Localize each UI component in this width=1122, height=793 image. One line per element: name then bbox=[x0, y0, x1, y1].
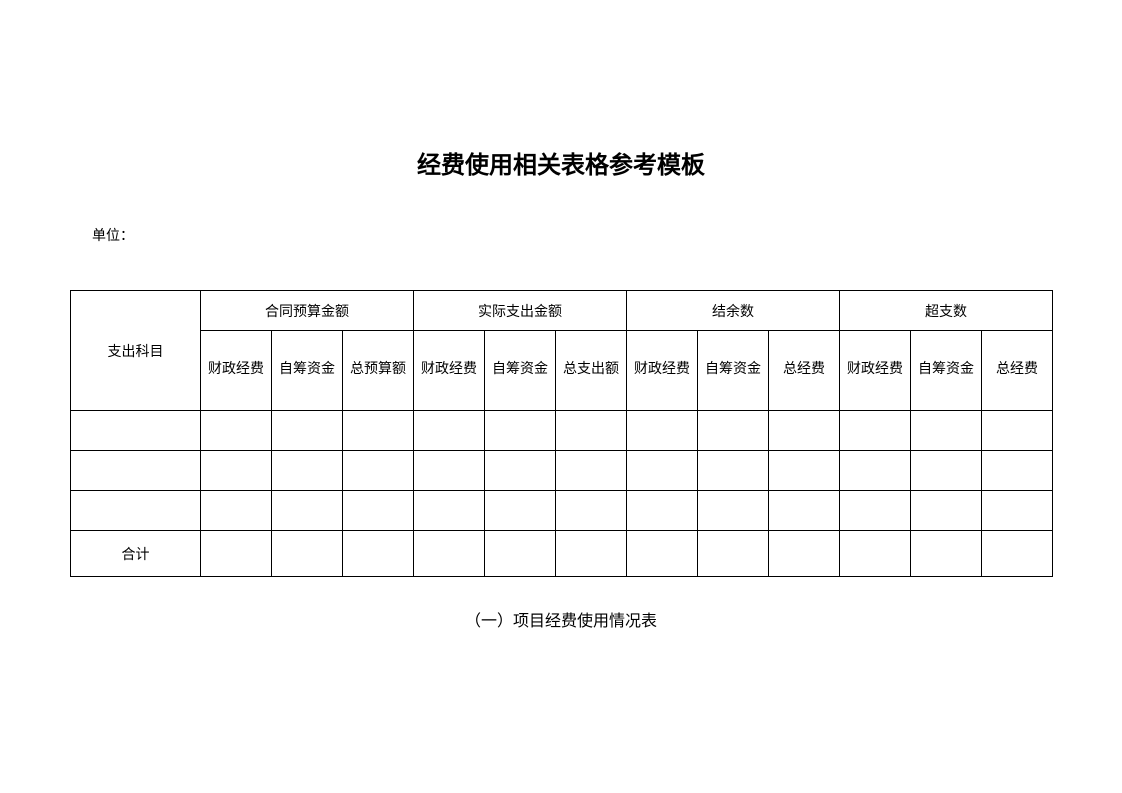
cell bbox=[840, 411, 911, 451]
table-container: 支出科目 合同预算金额 实际支出金额 结余数 超支数 财政经费 自筹资金 总预算… bbox=[70, 290, 1053, 577]
cell bbox=[840, 451, 911, 491]
sub-header: 自筹资金 bbox=[911, 331, 982, 411]
cell bbox=[556, 451, 627, 491]
cell bbox=[911, 411, 982, 451]
sub-header: 自筹资金 bbox=[272, 331, 343, 411]
sub-header: 自筹资金 bbox=[698, 331, 769, 411]
cell bbox=[698, 491, 769, 531]
cell bbox=[556, 411, 627, 451]
group-header-2: 结余数 bbox=[627, 291, 840, 331]
cell bbox=[272, 411, 343, 451]
cell bbox=[911, 451, 982, 491]
cell bbox=[71, 491, 201, 531]
cell bbox=[698, 531, 769, 577]
group-header-1: 实际支出金额 bbox=[414, 291, 627, 331]
total-label-cell: 合计 bbox=[71, 531, 201, 577]
unit-label: 单位： bbox=[92, 225, 134, 245]
sub-header: 财政经费 bbox=[840, 331, 911, 411]
cell bbox=[911, 531, 982, 577]
data-row bbox=[71, 451, 1053, 491]
sub-header: 财政经费 bbox=[627, 331, 698, 411]
cell bbox=[627, 491, 698, 531]
sub-header: 总预算额 bbox=[343, 331, 414, 411]
cell bbox=[698, 411, 769, 451]
sub-header: 自筹资金 bbox=[485, 331, 556, 411]
cell bbox=[769, 491, 840, 531]
cell bbox=[485, 491, 556, 531]
header-group-row: 支出科目 合同预算金额 实际支出金额 结余数 超支数 bbox=[71, 291, 1053, 331]
cell bbox=[272, 451, 343, 491]
sub-header: 财政经费 bbox=[201, 331, 272, 411]
cell bbox=[71, 451, 201, 491]
cell bbox=[627, 451, 698, 491]
expense-table: 支出科目 合同预算金额 实际支出金额 结余数 超支数 财政经费 自筹资金 总预算… bbox=[70, 290, 1053, 577]
cell bbox=[343, 451, 414, 491]
page-title: 经费使用相关表格参考模板 bbox=[0, 0, 1122, 180]
cell bbox=[982, 451, 1053, 491]
row-header-cell: 支出科目 bbox=[71, 291, 201, 411]
cell bbox=[698, 451, 769, 491]
cell bbox=[982, 491, 1053, 531]
sub-header: 总支出额 bbox=[556, 331, 627, 411]
group-header-0: 合同预算金额 bbox=[201, 291, 414, 331]
cell bbox=[769, 411, 840, 451]
cell bbox=[272, 531, 343, 577]
cell bbox=[840, 491, 911, 531]
cell bbox=[485, 531, 556, 577]
cell bbox=[201, 491, 272, 531]
cell bbox=[414, 451, 485, 491]
cell bbox=[982, 411, 1053, 451]
cell bbox=[840, 531, 911, 577]
cell bbox=[414, 411, 485, 451]
data-row bbox=[71, 491, 1053, 531]
cell bbox=[343, 531, 414, 577]
cell bbox=[982, 531, 1053, 577]
cell bbox=[769, 451, 840, 491]
cell bbox=[556, 531, 627, 577]
header-sub-row: 财政经费 自筹资金 总预算额 财政经费 自筹资金 总支出额 财政经费 自筹资金 … bbox=[71, 331, 1053, 411]
total-row: 合计 bbox=[71, 531, 1053, 577]
cell bbox=[201, 411, 272, 451]
cell bbox=[911, 491, 982, 531]
cell bbox=[556, 491, 627, 531]
sub-header: 总经费 bbox=[982, 331, 1053, 411]
cell bbox=[272, 491, 343, 531]
group-header-3: 超支数 bbox=[840, 291, 1053, 331]
cell bbox=[343, 491, 414, 531]
cell bbox=[414, 531, 485, 577]
cell bbox=[627, 411, 698, 451]
cell bbox=[201, 531, 272, 577]
data-row bbox=[71, 411, 1053, 451]
cell bbox=[201, 451, 272, 491]
cell bbox=[71, 411, 201, 451]
subtitle: （一）项目经费使用情况表 bbox=[0, 607, 1122, 631]
sub-header: 财政经费 bbox=[414, 331, 485, 411]
cell bbox=[343, 411, 414, 451]
cell bbox=[485, 411, 556, 451]
cell bbox=[769, 531, 840, 577]
sub-header: 总经费 bbox=[769, 331, 840, 411]
cell bbox=[414, 491, 485, 531]
cell bbox=[485, 451, 556, 491]
cell bbox=[627, 531, 698, 577]
